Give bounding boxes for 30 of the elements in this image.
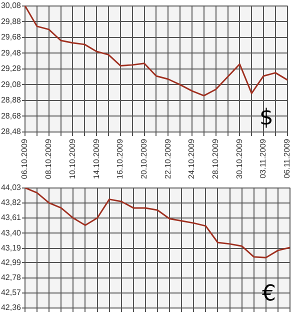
- x-tick-label: 03.11.2009: [258, 138, 268, 178]
- y-tick-label: 42,78: [0, 272, 22, 282]
- y-tick-label: 42,36: [0, 303, 22, 312]
- x-tick-label: 24.10.2009: [187, 138, 196, 180]
- y-tick-label: 42,57: [0, 288, 22, 298]
- y-tick-label: 28,88: [0, 96, 22, 105]
- y-tick-label: 30,08: [0, 1, 22, 10]
- y-tick-label: 44,03: [0, 183, 22, 192]
- x-tick-label: 28.10.2009: [211, 138, 220, 180]
- x-tick-label: 08.10.2009: [44, 138, 54, 180]
- y-tick-label: 28,48: [0, 127, 22, 136]
- x-tick-label: 10.10.2009: [68, 138, 77, 180]
- y-tick-label: 29,48: [0, 48, 22, 58]
- y-tick-label: 29,68: [0, 32, 22, 42]
- y-tick-label: 43,19: [0, 243, 22, 252]
- y-tick-label: 29,08: [0, 80, 22, 89]
- x-tick-label: 06.11.2009: [282, 138, 292, 178]
- y-tick-label: 43,40: [0, 228, 22, 238]
- y-tick-label: 43,61: [0, 213, 22, 222]
- y-tick-label: 28,68: [0, 111, 22, 120]
- x-tick-label: 30.10.2009: [234, 138, 244, 180]
- y-tick-label: 42,99: [0, 258, 22, 267]
- x-tick-label: 16.10.2009: [116, 138, 125, 180]
- x-tick-label: 22.10.2009: [163, 138, 172, 180]
- y-tick-label: 29,28: [0, 64, 22, 74]
- x-tick-label: 14.10.2009: [92, 138, 101, 180]
- x-tick-label: 06.10.2009: [20, 138, 30, 180]
- x-tick-label: 20.10.2009: [139, 138, 148, 180]
- y-tick-label: 29,88: [0, 16, 22, 26]
- y-tick-label: 43,82: [0, 198, 22, 208]
